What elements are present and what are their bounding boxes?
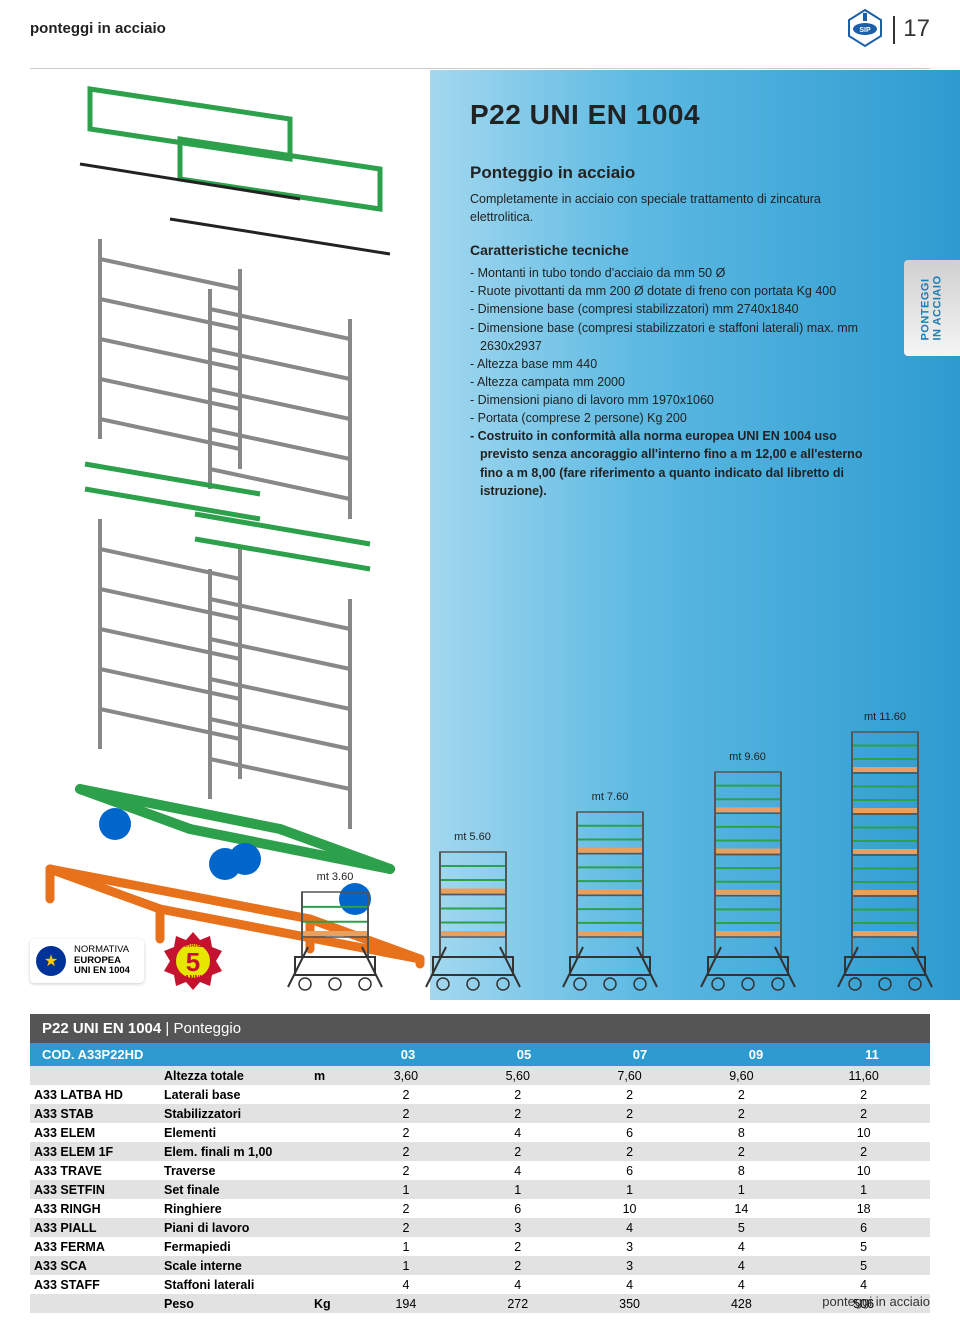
subtitle-heading: Ponteggio in acciaio: [470, 161, 880, 186]
table-row: A33 LATBA HDLaterali base22222: [30, 1085, 930, 1104]
page-number: 17: [893, 15, 930, 44]
table-row: A33 SCAScale interne12345: [30, 1256, 930, 1275]
svg-text:5: 5: [186, 947, 200, 977]
tower-label: mt 9.60: [729, 751, 766, 763]
spec-item: - Altezza base mm 440: [470, 355, 880, 373]
tower: mt 3.60: [280, 871, 390, 1000]
specs-list: - Montanti in tubo tondo d'acciaio da mm…: [470, 264, 880, 500]
spec-item: - Altezza campata mm 2000: [470, 373, 880, 391]
table-code-label: COD. A33P22HD: [30, 1043, 160, 1066]
tower: mt 7.60: [555, 791, 665, 1000]
product-table: P22 UNI EN 1004 | Ponteggio COD. A33P22H…: [30, 1014, 930, 1313]
table-row: Altezza totalem3,605,607,609,6011,60: [30, 1066, 930, 1085]
table-col-header: 11: [814, 1047, 930, 1062]
tower: mt 9.60: [693, 751, 803, 1000]
table-row: A33 PIALLPiani di lavoro23456: [30, 1218, 930, 1237]
table-row: PesoKg194272350428506: [30, 1294, 930, 1313]
svg-text:ANNI: ANNI: [184, 975, 201, 982]
svg-text:SIP: SIP: [859, 27, 871, 34]
table-title-light: | Ponteggio: [165, 1020, 241, 1037]
table-row: A33 STABStabilizzatori22222: [30, 1104, 930, 1123]
guarantee-badge: GARANZIA 5 ANNI: [162, 930, 224, 992]
tower-label: mt 3.60: [317, 871, 354, 883]
product-description: Ponteggio in acciaio Completamente in ac…: [470, 161, 880, 500]
subtitle-description: Completamente in acciaio con speciale tr…: [470, 190, 880, 226]
table-col-header: 07: [582, 1047, 698, 1062]
spec-item: - Dimensione base (compresi stabilizzato…: [470, 319, 880, 355]
tower: mt 11.60: [830, 711, 940, 1000]
table-col-header: 03: [350, 1047, 466, 1062]
table-row: A33 ELEM 1FElem. finali m 1,0022222: [30, 1142, 930, 1161]
tower-label: mt 5.60: [454, 831, 491, 843]
table-col-header: 05: [466, 1047, 582, 1062]
section-tab: PONTEGGIIN ACCIAIO: [904, 260, 960, 356]
footer-text: ponteggi in acciaio: [822, 1294, 930, 1309]
spec-item: - Dimensioni piano di lavoro mm 1970x106…: [470, 391, 880, 409]
spec-item: - Dimensione base (compresi stabilizzato…: [470, 300, 880, 318]
spec-item-bold: - Costruito in conformità alla norma eur…: [470, 427, 880, 500]
tower-label: mt 7.60: [592, 791, 629, 803]
norm-badge: ★ NORMATIVA EUROPEA UNI EN 1004: [30, 939, 144, 982]
table-row: A33 SETFINSet finale11111: [30, 1180, 930, 1199]
table-row: A33 ELEMElementi246810: [30, 1123, 930, 1142]
table-title-bold: P22 UNI EN 1004: [42, 1020, 161, 1037]
product-title: P22 UNI EN 1004: [470, 99, 930, 131]
tower-label: mt 11.60: [864, 711, 906, 723]
section-header: ponteggi in acciaio: [30, 20, 166, 37]
eu-flag-icon: ★: [36, 946, 66, 976]
table-row: A33 TRAVETraverse246810: [30, 1161, 930, 1180]
table-row: A33 FERMAFermapiedi12345: [30, 1237, 930, 1256]
spec-item: - Montanti in tubo tondo d'acciaio da mm…: [470, 264, 880, 282]
spec-item: - Ruote pivottanti da mm 200 Ø dotate di…: [470, 282, 880, 300]
specs-heading: Caratteristiche tecniche: [470, 240, 880, 260]
data-table: Altezza totalem3,605,607,609,6011,60A33 …: [30, 1066, 930, 1313]
tower-illustrations: mt 3.60 mt 5.60 mt 7.60 mt 9.60: [280, 720, 940, 1000]
table-row: A33 STAFFStaffoni laterali44444: [30, 1275, 930, 1294]
spec-item: - Portata (comprese 2 persone) Kg 200: [470, 409, 880, 427]
table-row: A33 RINGHRinghiere26101418: [30, 1199, 930, 1218]
brand-logo: SIP: [845, 8, 885, 48]
table-col-header: 09: [698, 1047, 814, 1062]
tower: mt 5.60: [418, 831, 528, 1000]
